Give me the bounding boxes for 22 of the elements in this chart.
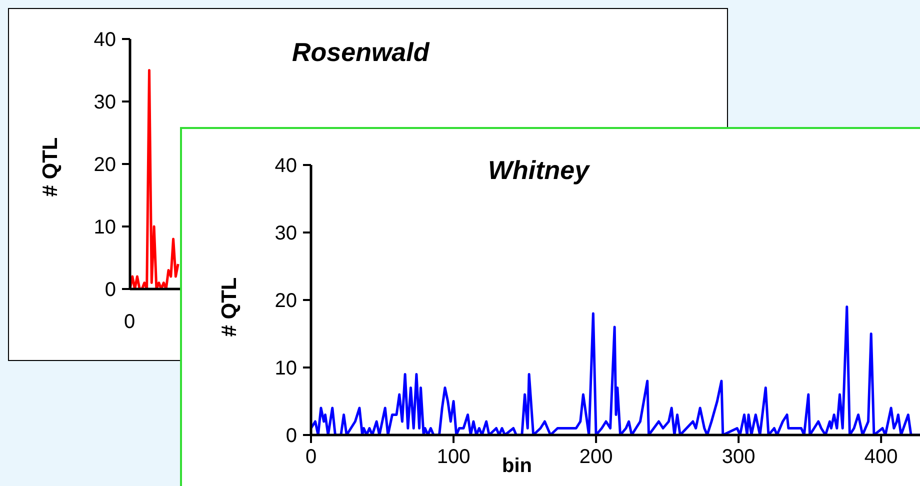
y-tick-label: 0 [104,279,116,302]
y-tick-label: 20 [94,154,116,176]
y-tick-label: 20 [274,290,297,312]
y-axis-title: # QTL [218,277,242,337]
x-tick-label: 400 [864,446,898,468]
y-axis-title: # QTL [39,137,63,197]
y-tick-label: 30 [94,92,116,114]
x-tick-label: 0 [305,446,317,468]
chart-title: Whitney [488,155,590,186]
x-axis-title: bin [502,455,532,478]
x-tick-label: 100 [436,446,470,468]
text: 0 [124,311,136,334]
x-tick-label: 200 [579,446,613,468]
x-tick-label: 300 [722,446,756,468]
y-tick-label: 10 [274,358,297,380]
y-tick-label: 0 [286,425,297,448]
y-tick-label: 10 [94,216,116,239]
line-series [128,69,180,289]
chart-title: Rosenwald [292,37,430,68]
y-tick-label: 30 [274,222,297,245]
y-tick-label: 40 [274,155,297,178]
y-tick-label: 40 [94,29,116,52]
